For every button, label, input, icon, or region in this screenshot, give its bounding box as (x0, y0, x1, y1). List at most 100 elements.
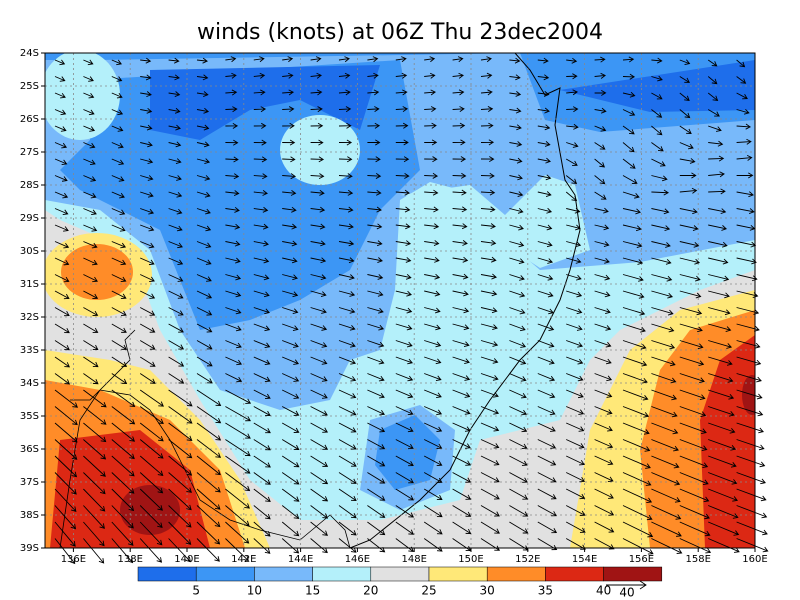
lon-label: 154E (572, 554, 597, 565)
wind-arrow (281, 422, 300, 433)
wind-arrow (452, 89, 465, 96)
wind-arrow (708, 257, 729, 265)
wind-arrow (509, 91, 522, 97)
wind-arrow (282, 257, 298, 264)
wind-arrow (225, 290, 242, 298)
wind-arrow (395, 240, 412, 247)
wind-arrow (679, 340, 704, 350)
wind-arrow (679, 208, 698, 215)
wind-arrow (196, 422, 222, 441)
wind-arrow (281, 406, 300, 416)
wind-arrow (395, 455, 414, 467)
wind-arrow (338, 422, 357, 433)
wind-arrow (54, 59, 66, 66)
wind-arrow (679, 488, 710, 503)
wind-arrow (253, 122, 267, 129)
wind-arrow (651, 455, 680, 469)
wind-arrow (679, 241, 700, 248)
wind-arrow (367, 189, 382, 196)
wind-arrow (679, 406, 707, 417)
wind-arrow (480, 256, 497, 263)
wind-arrow (452, 521, 472, 534)
wind-arrow (537, 290, 554, 298)
wind-arrow (537, 207, 553, 214)
wind-arrow (168, 208, 183, 215)
colorbar-swatch (370, 566, 430, 582)
lon-label: 160E (742, 554, 767, 565)
wind-arrow (565, 158, 578, 166)
wind-arrow (509, 57, 521, 64)
colorbar-label: 15 (305, 584, 320, 598)
wind-arrow (708, 340, 733, 349)
wind-arrow (282, 56, 294, 63)
wind-arrow (679, 224, 699, 231)
wind-arrow (54, 92, 66, 99)
wind-arrow (708, 373, 734, 383)
wind-arrow (338, 373, 357, 382)
wind-arrow (509, 472, 528, 483)
wind-arrow (225, 274, 242, 281)
wind-arrow (310, 472, 329, 485)
wind-arrow (111, 505, 134, 529)
wind-arrow (54, 455, 78, 478)
wind-arrow (367, 223, 383, 230)
wind-arrow (338, 206, 354, 213)
wind-arrow (651, 125, 663, 136)
wind-arrow (736, 422, 764, 434)
wind-arrow (480, 373, 499, 381)
wind-arrow (225, 139, 239, 146)
wind-arrow (310, 240, 326, 247)
wind-arrow (565, 175, 578, 185)
wind-arrow (310, 223, 326, 230)
wind-arrow (509, 307, 526, 315)
wind-arrow (736, 76, 747, 84)
wind-arrow (168, 373, 185, 384)
wind-arrow (424, 156, 438, 163)
wind-arrow (395, 156, 410, 163)
wind-arrow (395, 307, 413, 314)
wind-arrow (452, 422, 471, 432)
wind-arrow (424, 422, 443, 432)
wind-arrow (480, 323, 498, 331)
wind-arrow (253, 156, 268, 163)
wind-arrow (537, 323, 555, 331)
wind-arrow (225, 340, 242, 349)
wind-arrow (253, 356, 271, 366)
wind-arrow (566, 57, 578, 64)
wind-arrow (708, 472, 738, 485)
wind-arrow (679, 274, 701, 282)
wind-arrow (367, 455, 386, 467)
wind-arrow (367, 139, 381, 146)
wind-arrow (736, 92, 748, 100)
wind-arrow (282, 206, 297, 213)
wind-arrow (367, 538, 386, 553)
wind-arrow (566, 389, 584, 399)
wind-arrow (424, 389, 442, 399)
lat-label: 24S (20, 48, 39, 59)
lon-label: 158E (685, 554, 710, 565)
wind-arrow (83, 406, 107, 425)
wind-arrow (736, 505, 768, 519)
wind-arrow (395, 439, 414, 450)
wind-arrow (509, 488, 529, 500)
wind-arrow (54, 241, 70, 249)
wind-arrow (168, 91, 181, 98)
wind-arrow (253, 290, 270, 298)
wind-arrow (480, 422, 500, 432)
lon-label: 150E (458, 554, 483, 565)
wind-arrow (452, 505, 472, 517)
wind-arrow (367, 274, 384, 280)
wind-arrow (253, 472, 271, 485)
wind-arrow (395, 206, 411, 213)
wind-arrow (196, 356, 213, 367)
wind-arrow (196, 224, 212, 232)
lat-label: 32S (20, 312, 39, 323)
wind-arrow (594, 455, 614, 466)
lat-label: 31S (20, 279, 39, 290)
wind-arrow (310, 274, 327, 281)
wind-arrow (367, 156, 381, 163)
wind-arrow (253, 223, 269, 230)
wind-arrow (537, 455, 557, 466)
wind-arrow (338, 257, 355, 264)
wind-arrow (622, 521, 654, 538)
